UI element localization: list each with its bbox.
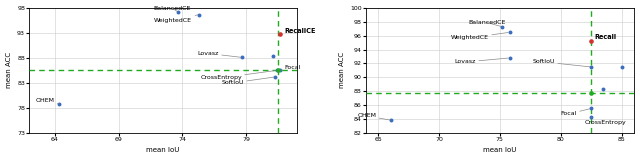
Point	[268, 55, 278, 58]
Text: OHEM: OHEM	[36, 98, 59, 104]
Point	[173, 11, 184, 13]
Point	[586, 92, 596, 95]
Point	[586, 116, 596, 119]
Point	[54, 103, 64, 105]
Point	[504, 57, 515, 59]
Point	[271, 69, 282, 72]
Text: CrossEntropy: CrossEntropy	[200, 71, 275, 80]
Text: BalancedCE: BalancedCE	[153, 6, 190, 11]
Text: Focal: Focal	[561, 109, 589, 116]
X-axis label: mean IoU: mean IoU	[483, 147, 516, 153]
Text: OHEM: OHEM	[357, 114, 390, 120]
Text: Lovasz: Lovasz	[455, 58, 508, 65]
Point	[616, 66, 627, 68]
X-axis label: mean IoU: mean IoU	[147, 147, 180, 153]
Text: WeightedCE: WeightedCE	[154, 15, 198, 23]
Point	[586, 66, 596, 68]
Point	[598, 88, 609, 90]
Y-axis label: mean ACC: mean ACC	[6, 52, 12, 88]
Text: Recall: Recall	[595, 34, 617, 40]
Text: CrossEntropy: CrossEntropy	[585, 118, 627, 125]
Point	[275, 33, 285, 35]
Point	[270, 76, 280, 78]
Text: Focal: Focal	[280, 65, 301, 70]
Text: SoftIoU: SoftIoU	[532, 59, 589, 67]
Text: RecallCE: RecallCE	[284, 28, 316, 34]
Point	[237, 56, 247, 59]
Text: SoftIoU: SoftIoU	[222, 77, 274, 85]
Point	[273, 69, 283, 72]
Text: BalancedCE: BalancedCE	[468, 20, 506, 26]
Point	[504, 31, 515, 34]
Y-axis label: mean ACC: mean ACC	[339, 52, 344, 88]
Point	[194, 13, 204, 16]
Point	[586, 107, 596, 110]
Point	[387, 119, 397, 121]
Point	[586, 40, 596, 43]
Text: Lovasz: Lovasz	[198, 51, 241, 57]
Point	[497, 25, 508, 28]
Text: WeightedCE: WeightedCE	[451, 32, 508, 40]
Point	[275, 69, 285, 72]
